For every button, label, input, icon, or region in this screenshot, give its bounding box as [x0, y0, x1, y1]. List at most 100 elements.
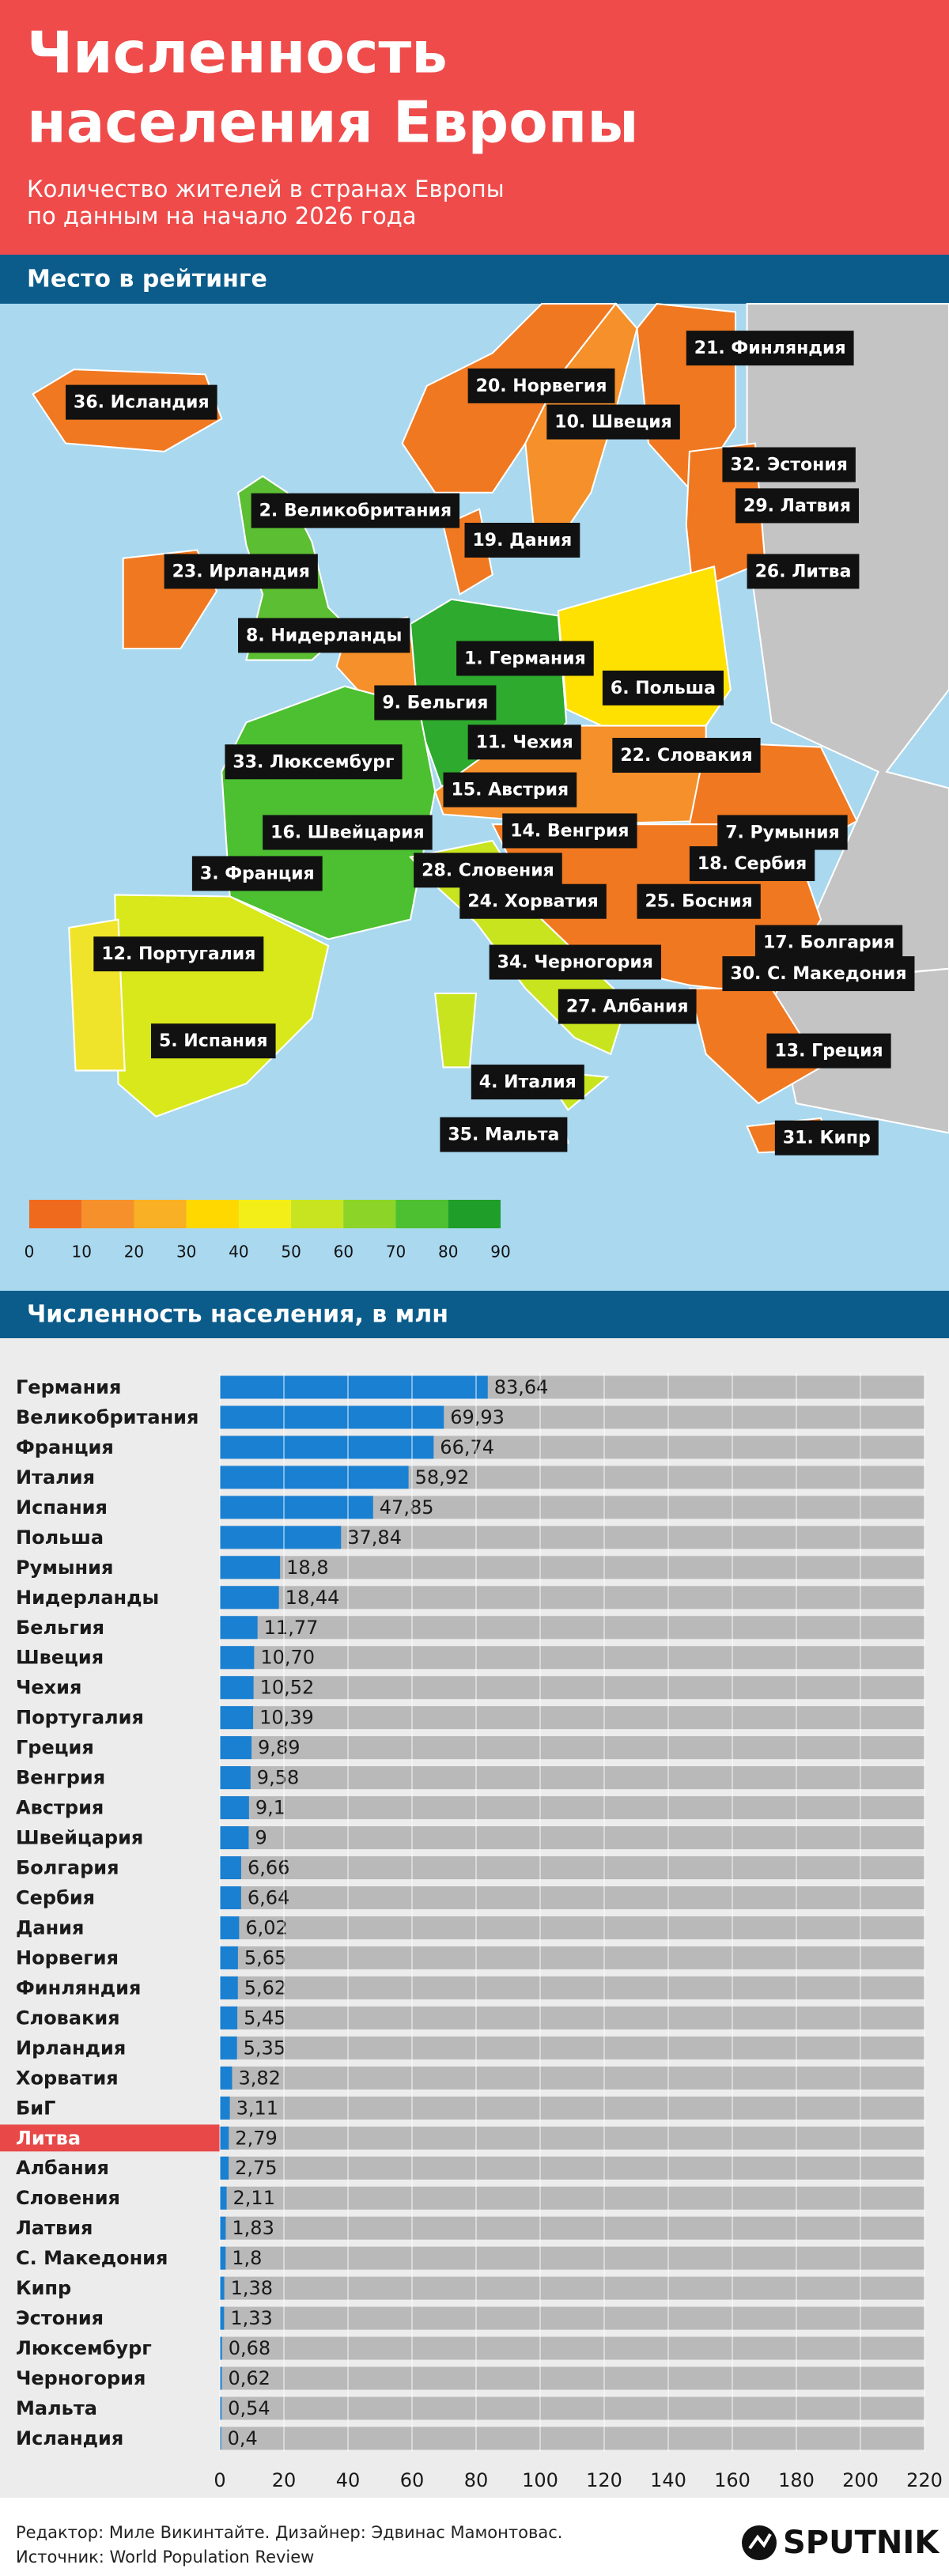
- map-label: 9. Бельгия: [382, 694, 488, 713]
- map-label: 27. Албания: [566, 997, 689, 1017]
- legend-swatch: [448, 1200, 501, 1228]
- map-label: 22. Словакия: [620, 746, 752, 766]
- subtitle-line: Количество жителей в странах Европы: [27, 176, 505, 202]
- x-tick-label: 60: [400, 2469, 425, 2491]
- map-label-box: [443, 772, 577, 808]
- map-label-box: [546, 404, 680, 440]
- legend-swatch: [134, 1200, 187, 1228]
- map-label: 8. Нидерланды: [246, 626, 402, 645]
- category-label: Латвия: [16, 2217, 93, 2239]
- bar: [220, 1496, 373, 1519]
- category-label: Венгрия: [16, 1767, 105, 1789]
- footer-bg: [0, 2498, 949, 2576]
- bar-track: [220, 2366, 924, 2390]
- bar-track: [220, 2096, 924, 2120]
- map-label-box: [489, 944, 661, 980]
- value-label: 5,65: [244, 1946, 286, 1969]
- category-label: Словения: [16, 2187, 120, 2209]
- bar-track: [220, 1856, 924, 1880]
- bar-track: [220, 2216, 924, 2240]
- map-label-box: [558, 989, 697, 1024]
- bar-track: [220, 1886, 924, 1909]
- value-label: 1,83: [232, 2217, 274, 2239]
- map-label: 20. Норвегия: [476, 376, 607, 396]
- map-label-box: [637, 883, 761, 919]
- logo-icon-mark: [748, 2533, 772, 2550]
- legend-tick: 90: [490, 1243, 510, 1262]
- map-label-box: [502, 813, 637, 849]
- header-bg: [0, 0, 949, 255]
- value-label: 11,77: [264, 1617, 319, 1639]
- map-label-box: [238, 618, 410, 653]
- bar-track: [220, 2396, 924, 2420]
- map-label-box: [612, 737, 761, 773]
- value-label: 1,38: [231, 2277, 273, 2299]
- value-label: 5,45: [244, 2007, 285, 2029]
- category-label: Греция: [16, 1737, 94, 1759]
- bar: [220, 2366, 222, 2390]
- bar-track: [220, 1976, 924, 1999]
- legend-swatch: [186, 1200, 239, 1228]
- map-label-box: [686, 331, 854, 366]
- category-label: Великобритания: [16, 1406, 198, 1428]
- x-tick-label: 20: [272, 2469, 297, 2491]
- logo: SPUTNIK: [783, 2525, 940, 2561]
- category-label: Польша: [16, 1526, 104, 1549]
- map-label-box: [689, 845, 815, 881]
- map-label-box: [464, 523, 580, 558]
- map-label-box: [717, 815, 848, 850]
- bar-track: [220, 1586, 924, 1610]
- map-label-box: [456, 641, 594, 676]
- map-label: 4. Италия: [479, 1072, 577, 1092]
- category-label: Эстония: [16, 2307, 104, 2329]
- bar: [220, 1976, 238, 1999]
- value-label: 10,52: [260, 1677, 315, 1699]
- bar-track: [220, 2006, 924, 2029]
- bar: [220, 2036, 237, 2060]
- legend-tick: 60: [334, 1243, 354, 1262]
- bar: [220, 1616, 258, 1640]
- bar: [220, 2066, 233, 2090]
- category-label: Дания: [16, 1916, 84, 1939]
- category-label: Италия: [16, 1466, 95, 1488]
- bar: [220, 1766, 251, 1790]
- bar: [220, 1436, 434, 1459]
- category-label: Норвегия: [16, 1946, 119, 1969]
- value-label: 37,84: [347, 1526, 402, 1549]
- x-tick-label: 180: [778, 2469, 815, 2491]
- value-label: 47,85: [380, 1496, 434, 1519]
- map-label-box: [66, 384, 217, 420]
- country-shape: [433, 992, 478, 1069]
- value-label: 9,1: [255, 1797, 285, 1819]
- value-label: 6,02: [245, 1916, 287, 1939]
- value-label: 69,93: [450, 1406, 505, 1428]
- bar: [220, 1676, 254, 1700]
- category-label: Португалия: [16, 1707, 144, 1729]
- map-label: 34. Черногория: [497, 953, 653, 973]
- x-tick-label: 200: [842, 2469, 879, 2491]
- legend-swatch: [81, 1200, 134, 1228]
- bar: [220, 2246, 226, 2270]
- bar: [220, 1916, 240, 1939]
- value-label: 0,68: [229, 2337, 270, 2359]
- map-label-box: [374, 685, 497, 721]
- map-label: 29. Латвия: [743, 496, 851, 516]
- value-label: 1,33: [230, 2307, 272, 2329]
- map-label-box: [263, 815, 433, 850]
- map-label: 7. Румыния: [725, 823, 839, 843]
- legend-tick: 40: [229, 1243, 248, 1262]
- value-label: 6,64: [248, 1886, 289, 1908]
- map-label-box: [754, 925, 903, 960]
- value-label: 5,62: [244, 1976, 286, 1999]
- x-tick-label: 160: [714, 2469, 751, 2491]
- section-bar: [0, 255, 949, 304]
- legend-tick: 20: [124, 1243, 144, 1262]
- bar-track: [220, 2126, 924, 2150]
- value-label: 83,64: [494, 1376, 549, 1398]
- map-label: 24. Хорватия: [467, 892, 599, 912]
- value-label: 2,11: [233, 2187, 275, 2209]
- credits: Редактор: Миле Викинтайте. Дизайнер: Эдв…: [16, 2523, 562, 2542]
- bar: [220, 1826, 249, 1850]
- bar: [220, 2096, 230, 2120]
